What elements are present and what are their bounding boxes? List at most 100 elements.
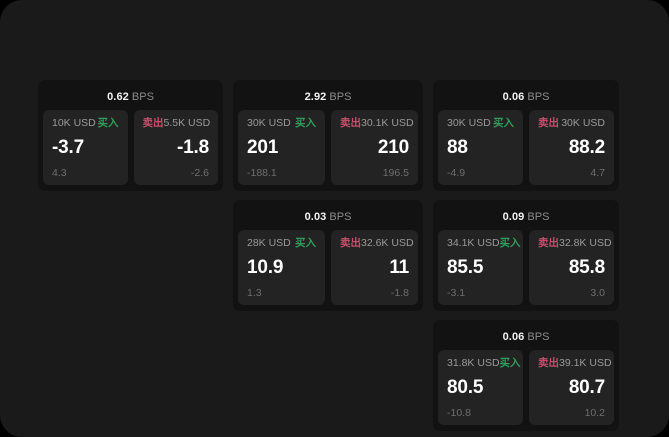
buy-panel-header: 10K USD 买入: [52, 118, 119, 129]
buy-panel[interactable]: 30K USD 买入 201 -188.1: [238, 110, 325, 185]
bps-value: 2.92: [304, 91, 327, 103]
card-body: 28K USD 买入 10.9 1.3 卖出 32.6K USD 11 -1.8: [238, 230, 418, 305]
sell-size-label: 39.1K USD: [559, 357, 612, 369]
sell-size-label: 32.6K USD: [361, 237, 414, 249]
card-body: 34.1K USD 买入 85.5 -3.1 卖出 32.8K USD 85.8 3.0: [438, 230, 614, 305]
bps-unit-label: BPS: [527, 331, 550, 343]
sell-panel[interactable]: 卖出 30K USD 88.2 4.7: [529, 110, 614, 185]
sell-panel[interactable]: 卖出 30.1K USD 210 196.5: [331, 110, 418, 185]
buy-panel-header: 28K USD 买入: [247, 238, 316, 249]
sell-panel-header: 卖出 30.1K USD: [340, 117, 414, 129]
buy-price: 88: [447, 136, 468, 158]
sell-price-delta: 3.0: [590, 286, 605, 299]
buy-price: -3.7: [52, 136, 84, 158]
buy-panel[interactable]: 34.1K USD 买入 85.5 -3.1: [438, 230, 523, 305]
sell-price-delta: 10.2: [584, 406, 605, 419]
buy-size-label: 28K USD: [247, 237, 291, 249]
quote-card-grid: 0.62 BPS 10K USD 买入 -3.7 4.3 卖出 5.5K USD -1.8 -2.…: [38, 80, 632, 431]
buy-size-label: 31.8K USD: [447, 357, 500, 369]
buy-panel[interactable]: 28K USD 买入 10.9 1.3: [238, 230, 325, 305]
bps-unit-label: BPS: [329, 211, 352, 223]
card-body: 30K USD 买入 201 -188.1 卖出 30.1K USD 210 196.5: [238, 110, 418, 185]
sell-price-delta: 196.5: [382, 166, 409, 179]
sell-price-delta: -2.6: [190, 166, 209, 179]
sell-side-tag: 卖出: [340, 117, 361, 129]
sell-price-delta: 4.7: [590, 166, 605, 179]
card-body: 10K USD 买入 -3.7 4.3 卖出 5.5K USD -1.8 -2.6: [43, 110, 218, 185]
sell-panel-header: 卖出 32.8K USD: [538, 237, 612, 249]
buy-side-tag: 买入: [493, 117, 514, 129]
sell-price: 88.2: [568, 136, 605, 158]
sell-size-label: 30.1K USD: [361, 117, 414, 129]
bps-unit-label: BPS: [527, 211, 550, 223]
sell-side-tag: 卖出: [340, 237, 361, 249]
buy-panel-header: 30K USD 买入: [447, 118, 514, 129]
sell-side-tag: 卖出: [538, 237, 559, 249]
sell-size-label: 5.5K USD: [163, 117, 211, 129]
quote-card[interactable]: 0.06 BPS 31.8K USD 买入 80.5 -10.8 卖出 39.1K USD 80…: [433, 320, 619, 431]
quote-column-3: 0.06 BPS 30K USD 买入 88 -4.9 卖出 30K USD 88.2 4.7 0.…: [433, 80, 619, 431]
column-spacer-2: [423, 80, 433, 431]
buy-size-label: 30K USD: [447, 117, 491, 129]
sell-side-tag: 卖出: [538, 357, 559, 369]
buy-panel-header: 34.1K USD 买入: [447, 238, 521, 249]
card-header: 0.09 BPS: [438, 205, 614, 230]
quote-column-1: 0.62 BPS 10K USD 买入 -3.7 4.3 卖出 5.5K USD -1.8 -2.…: [38, 80, 223, 431]
buy-price: 80.5: [447, 376, 484, 398]
sell-side-tag: 卖出: [538, 117, 559, 129]
sell-price-delta: -1.8: [390, 286, 409, 299]
sell-side-tag: 卖出: [142, 117, 164, 129]
quote-card[interactable]: 0.06 BPS 30K USD 买入 88 -4.9 卖出 30K USD 88.2 4.7: [433, 80, 619, 191]
sell-price: 11: [389, 256, 409, 278]
buy-side-tag: 买入: [499, 237, 521, 249]
sell-price: 80.7: [568, 376, 605, 398]
quote-column-2: 2.92 BPS 30K USD 买入 201 -188.1 卖出 30.1K USD 210 1…: [233, 80, 423, 431]
buy-panel[interactable]: 30K USD 买入 88 -4.9: [438, 110, 523, 185]
bps-value: 0.62: [107, 91, 129, 103]
buy-price-delta: -188.1: [247, 166, 277, 179]
buy-price: 201: [247, 136, 279, 158]
card-header: 0.03 BPS: [238, 205, 418, 230]
bps-value: 0.03: [304, 211, 327, 223]
quote-card[interactable]: 0.03 BPS 28K USD 买入 10.9 1.3 卖出 32.6K USD 11 -1.8: [233, 200, 423, 311]
sell-panel[interactable]: 卖出 32.8K USD 85.8 3.0: [529, 230, 614, 305]
buy-side-tag: 买入: [97, 117, 119, 129]
card-header: 0.06 BPS: [438, 325, 614, 350]
quote-card[interactable]: 0.09 BPS 34.1K USD 买入 85.5 -3.1 卖出 32.8K USD 85.…: [433, 200, 619, 311]
sell-panel-header: 卖出 30K USD: [538, 118, 605, 129]
buy-price-delta: 4.3: [52, 166, 67, 179]
bps-unit-label: BPS: [131, 91, 154, 103]
sell-panel[interactable]: 卖出 39.1K USD 80.7 10.2: [529, 350, 614, 425]
buy-panel[interactable]: 31.8K USD 买入 80.5 -10.8: [438, 350, 523, 425]
buy-price: 10.9: [247, 256, 284, 278]
sell-panel[interactable]: 卖出 5.5K USD -1.8 -2.6: [133, 110, 218, 185]
buy-size-label: 10K USD: [52, 117, 96, 129]
sell-panel-header: 卖出 5.5K USD: [142, 117, 211, 129]
sell-panel-header: 卖出 32.6K USD: [340, 237, 414, 249]
bps-unit-label: BPS: [527, 91, 550, 103]
buy-panel-header: 31.8K USD 买入: [447, 357, 521, 369]
buy-price-delta: -3.1: [447, 286, 466, 299]
sell-size-label: 30K USD: [561, 117, 605, 129]
column-spacer-1: [223, 80, 233, 431]
sell-panel[interactable]: 卖出 32.6K USD 11 -1.8: [331, 230, 418, 305]
bps-value: 0.06: [502, 91, 525, 103]
quote-card[interactable]: 0.62 BPS 10K USD 买入 -3.7 4.3 卖出 5.5K USD -1.8 -2.…: [38, 80, 223, 191]
card-body: 31.8K USD 买入 80.5 -10.8 卖出 39.1K USD 80.7 10.2: [438, 350, 614, 425]
card-header: 2.92 BPS: [238, 85, 418, 110]
bps-value: 0.06: [502, 331, 525, 343]
sell-price: 85.8: [568, 256, 605, 278]
buy-side-tag: 买入: [295, 237, 316, 249]
bps-value: 0.09: [502, 211, 525, 223]
quote-card[interactable]: 2.92 BPS 30K USD 买入 201 -188.1 卖出 30.1K USD 210 1…: [233, 80, 423, 191]
buy-price-delta: -10.8: [447, 406, 471, 419]
buy-price-delta: -4.9: [447, 166, 466, 179]
buy-side-tag: 买入: [499, 357, 521, 369]
buy-size-label: 30K USD: [247, 117, 291, 129]
buy-panel[interactable]: 10K USD 买入 -3.7 4.3: [43, 110, 128, 185]
sell-price: -1.8: [177, 136, 209, 158]
sell-size-label: 32.8K USD: [559, 237, 612, 249]
card-header: 0.06 BPS: [438, 85, 614, 110]
bps-unit-label: BPS: [329, 91, 352, 103]
